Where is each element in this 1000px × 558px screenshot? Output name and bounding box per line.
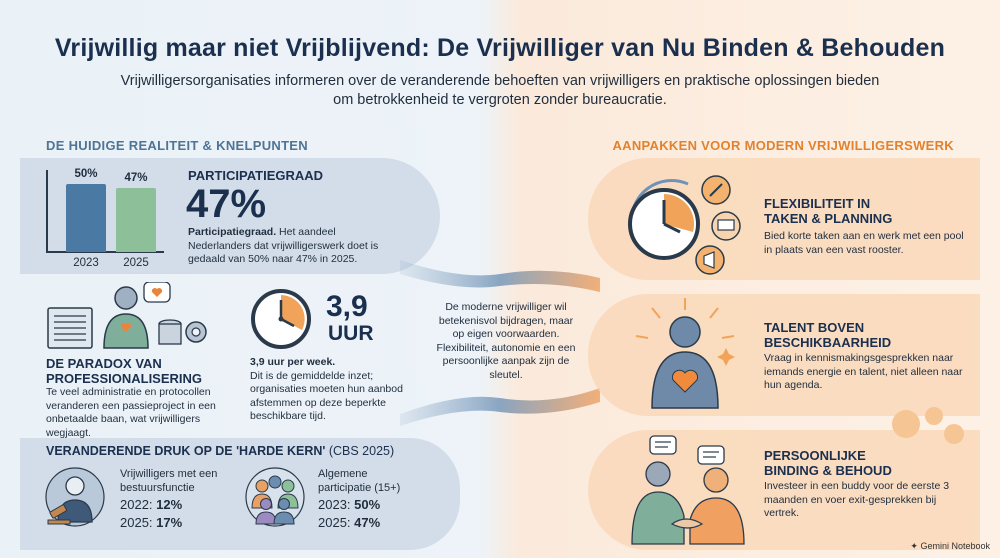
paradox-description: Te veel administratie en protocollen ver… — [46, 386, 216, 439]
flexibility-title: FLEXIBILITEIT IN TAKEN & PLANNING — [764, 196, 892, 226]
participation-desc-text: Het aandeel Nederlanders dat vrijwillige… — [188, 226, 379, 265]
top-swoosh — [400, 260, 600, 292]
heart-speech-bubble-icon — [143, 282, 171, 303]
participation-desc-bold: Participatiegraad. — [188, 226, 277, 238]
chart-y-axis — [46, 170, 48, 252]
paradox-title: DE PARADOX VAN PROFESSIONALISERING — [46, 356, 202, 386]
gavel-person-icon — [45, 467, 105, 527]
bottom-swoosh — [400, 388, 600, 426]
left-section-heading: DE HUIDIGE REALITEIT & KNELPUNTEN — [46, 138, 308, 153]
binding-title-line1: PERSOONLIJKE — [764, 448, 866, 463]
flexibility-title-line2: TAKEN & PLANNING — [764, 211, 893, 226]
talent-title-line1: TALENT BOVEN — [764, 320, 865, 335]
clock-icon — [251, 289, 311, 349]
decorative-dots — [892, 407, 964, 444]
board-row-2022: 2022: 12% — [120, 496, 182, 514]
hours-value: 3,9 — [326, 290, 368, 323]
brand-name: Gemini Notebook — [920, 541, 990, 551]
board-row2-year: 2025: — [120, 515, 153, 530]
flexible-clock-tasks-icon — [628, 175, 741, 275]
talent-title: TALENT BOVEN BESCHIKBAARHEID — [764, 320, 891, 350]
pressure-heading-bold: VERANDERENDE DRUK OP DE 'HARDE KERN' — [46, 444, 326, 458]
bar-category-label-2025: 2025 — [123, 257, 149, 269]
board-label-line1: Vrijwilligers met een — [120, 468, 218, 480]
board-row1-year: 2022: — [120, 497, 153, 512]
bar-2025 — [116, 188, 156, 252]
paradox-title-line1: DE PARADOX VAN — [46, 356, 162, 371]
hours-unit: UUR — [328, 322, 374, 345]
bar-2023 — [66, 184, 106, 252]
pressure-heading-rest: (CBS 2025) — [325, 444, 395, 458]
board-label-line2: bestuursfunctie — [120, 481, 195, 494]
general-row-2025: 2025: 47% — [318, 514, 380, 532]
general-label-line2: participatie (15+) — [318, 481, 401, 494]
participation-description: Participatiegraad. Het aandeel Nederland… — [188, 226, 388, 267]
participation-label: PARTICIPATIEGRAAD — [188, 168, 324, 183]
flexibility-description: Bied korte taken aan en werk met een poo… — [764, 230, 964, 256]
page-subtitle: Vrijwilligersorganisaties informeren ove… — [120, 73, 880, 108]
coins-gear-icon — [158, 319, 207, 345]
talent-title-line2: BESCHIKBAARHEID — [764, 335, 892, 350]
general-row1-year: 2023: — [318, 497, 351, 512]
general-label: Algemene participatie (15+) — [318, 468, 400, 495]
participation-value: 47% — [186, 182, 267, 226]
hours-description: 3,9 uur per week. Dit is de gemiddelde i… — [250, 356, 418, 424]
center-statement: De moderne vrijwilliger wil betekenisvol… — [436, 301, 576, 381]
chart-x-axis — [46, 251, 164, 253]
general-stats: 2023: 50% 2025: 47% — [318, 496, 380, 532]
general-row2-value: 47% — [354, 515, 381, 530]
hours-desc-bold: 3,9 uur per week. — [250, 356, 336, 368]
participation-bar-chart: 50% 2023 47% 2025 — [46, 168, 166, 270]
flexibility-title-line1: FLEXIBILITEIT IN — [764, 196, 871, 211]
sparkle-icon: ✦ — [910, 541, 918, 551]
right-section-heading: AANPAKKEN VOOR MODERN VRIJWILLIGERSWERK — [612, 138, 954, 153]
binding-title-line2: BINDING & BEHOUD — [764, 463, 892, 478]
talent-description: Vraag in kennismakingsgesprekken naar ie… — [764, 352, 963, 391]
paradox-illustration — [47, 282, 207, 349]
general-row1-value: 50% — [354, 497, 381, 512]
hours-desc-text: Dit is de gemiddelde inzet; organisaties… — [250, 369, 403, 423]
document-stack-icon — [47, 307, 93, 349]
bar-value-label-2025: 47% — [124, 172, 148, 184]
bar-category-label-2023: 2023 — [73, 257, 99, 269]
handshake-buddy-icon — [631, 435, 745, 545]
brand-watermark: ✦ Gemini Notebook — [910, 541, 990, 552]
general-label-line1: Algemene — [318, 468, 368, 480]
talent-person-heart-icon — [635, 298, 735, 409]
board-row1-value: 12% — [156, 497, 183, 512]
binding-description: Investeer in een buddy voor de eerste 3 … — [764, 480, 950, 519]
volunteer-person-icon — [103, 286, 149, 349]
board-row-2025: 2025: 17% — [120, 514, 182, 532]
general-row-2023: 2023: 50% — [318, 496, 380, 514]
board-label: Vrijwilligers met een bestuursfunctie — [120, 468, 217, 495]
board-stats: 2022: 12% 2025: 17% — [120, 496, 182, 532]
group-people-icon — [245, 467, 305, 527]
pressure-heading: VERANDERENDE DRUK OP DE 'HARDE KERN' (CB… — [46, 444, 394, 458]
board-row2-value: 17% — [156, 515, 183, 530]
paradox-title-line2: PROFESSIONALISERING — [46, 371, 203, 386]
binding-title: PERSOONLIJKE BINDING & BEHOUD — [764, 448, 892, 478]
page-title: Vrijwillig maar niet Vrijblijvend: De Vr… — [54, 34, 946, 62]
bar-value-label-2023: 50% — [74, 168, 98, 180]
general-row2-year: 2025: — [318, 515, 351, 530]
